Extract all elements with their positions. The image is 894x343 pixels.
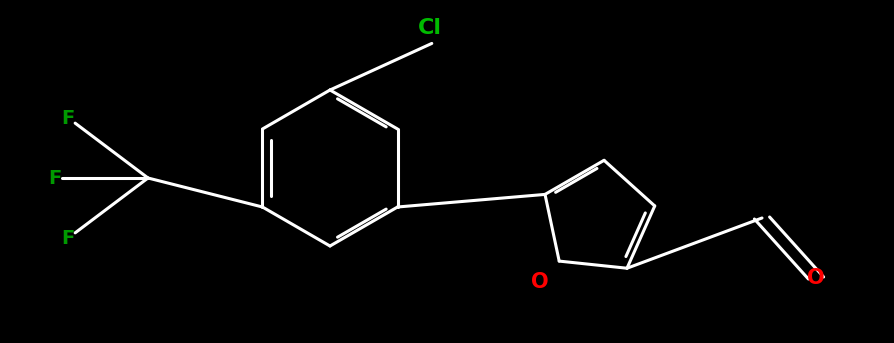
Text: F: F bbox=[62, 108, 74, 128]
Text: O: O bbox=[531, 272, 549, 292]
Text: Cl: Cl bbox=[418, 18, 442, 38]
Text: F: F bbox=[62, 228, 74, 248]
Text: O: O bbox=[807, 268, 825, 288]
Text: F: F bbox=[48, 168, 62, 188]
